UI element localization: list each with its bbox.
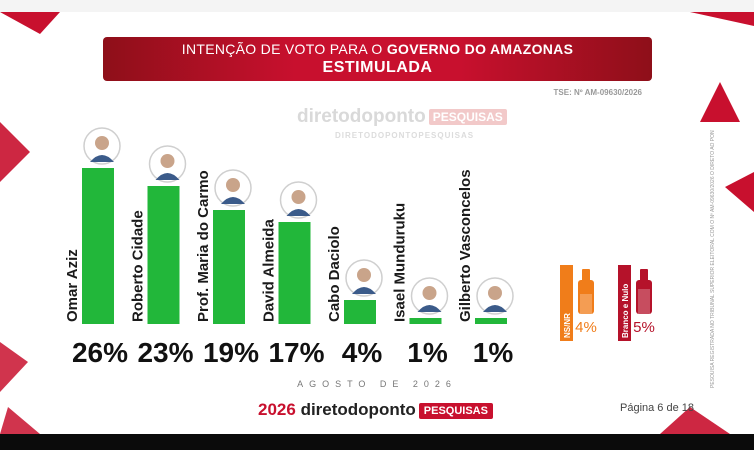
side-bar [560,265,573,341]
bottle-body [578,280,594,314]
bar [147,186,180,324]
value-label: 19% [203,337,259,368]
category-label: Isael Munduruku [392,203,409,322]
bar [475,318,507,324]
category-label: Prof. Maria do Carmo [195,170,212,322]
watermark-logo: diretodoponto PESQUISAS [297,106,507,128]
avatar-face [357,268,371,282]
side-value-label: 5% [633,319,655,336]
bottle-neck [640,269,648,281]
avatar-body [417,305,442,312]
avatar-face [422,286,437,300]
value-label: 1% [407,337,448,368]
avatar-face [291,190,306,204]
value-label: 1% [473,337,514,368]
avatar-body [352,287,376,294]
watermark-subtitle: DIRETODOPONTOPESQUISAS [335,131,475,140]
footer-logo: 2026 diretodoponto PESQUISAS [258,400,493,420]
bar [278,222,311,324]
bar [344,300,376,324]
side-bar-label: Branco e Nulo [621,284,630,338]
bottom-strip [0,434,754,450]
avatar-face [226,178,240,192]
survey-month: AGOSTO DE 2026 [297,379,457,389]
category-label: Roberto Cidade [130,210,147,322]
top-strip [0,0,754,12]
bottle-neck [582,269,590,281]
bar [213,210,245,324]
category-label: David Almeida [261,219,278,322]
avatar-body [221,197,245,204]
title-line-2: ESTIMULADA [322,59,433,76]
avatar-face [160,154,175,168]
page-number: Página 6 de 18 [620,402,695,414]
value-label: 23% [137,337,193,368]
legal-note: PESQUISA REGISTRADA NO TRIBUNAL SUPERIOR… [710,130,714,388]
category-label: Cabo Daciolo [326,226,343,322]
title-line-1: INTENÇÃO DE VOTO PARA O GOVERNO DO AMAZO… [181,41,574,57]
value-label: 26% [72,337,128,368]
bar [409,318,442,324]
decorative-shapes [0,12,754,434]
tse-registration: TSE: Nº AM-09630/2026 [553,88,642,97]
legal-text: PESQUISA REGISTRADA NO TRIBUNAL SUPERIOR… [710,130,714,388]
avatar-face [488,286,502,300]
side-bar-label: NS/NR [563,313,572,338]
avatar-body [286,209,311,216]
bar [82,168,114,324]
bottle-fill [638,289,650,314]
avatar-body [483,305,507,312]
bottle-body [636,280,652,314]
avatar-body [155,173,180,180]
title-banner: INTENÇÃO DE VOTO PARA O GOVERNO DO AMAZO… [103,37,652,81]
bar-chart: Omar Aziz 26%Roberto Cidade 23%Prof. Maria… [64,127,655,368]
value-label: 17% [268,337,324,368]
side-bar [618,265,631,341]
category-label: Gilberto Vasconcelos [457,169,474,322]
bottle-fill [580,294,592,314]
slide: INTENÇÃO DE VOTO PARA O GOVERNO DO AMAZO… [0,12,754,434]
side-value-label: 4% [575,319,597,336]
avatar-face [95,136,109,150]
category-label: Omar Aziz [64,249,81,322]
value-label: 4% [342,337,383,368]
avatar-body [90,155,114,162]
